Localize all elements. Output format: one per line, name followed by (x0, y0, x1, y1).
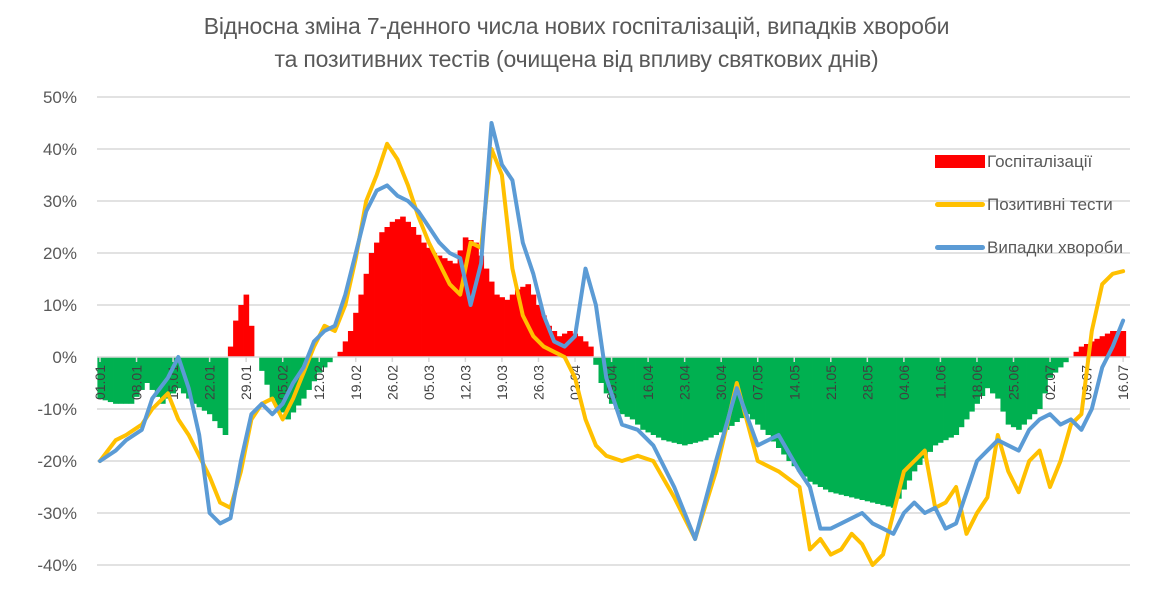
y-tick-label: 50% (43, 88, 77, 107)
series-lines (98, 121, 1126, 567)
y-tick-label: 40% (43, 140, 77, 159)
x-tick-label: 02.07 (1042, 365, 1058, 400)
y-tick-label: 30% (43, 192, 77, 211)
x-tick-label: 25.06 (1006, 365, 1022, 400)
cases-line (98, 121, 1126, 541)
legend-label: Позитивні тести (987, 194, 1113, 214)
yellow-line-swatch-icon (935, 202, 985, 207)
chart-title-line-2: та позитивних тестів (очищена від впливу… (274, 46, 879, 72)
x-tick-label: 29.01 (238, 365, 254, 400)
x-tick-label: 23.04 (677, 365, 693, 400)
y-tick-label: -30% (37, 504, 77, 523)
x-tick-label: 05.03 (421, 365, 437, 400)
x-tick-label: 01.01 (92, 365, 108, 400)
x-tick-label: 07.05 (750, 365, 766, 400)
x-tick-label: 26.02 (384, 365, 400, 400)
x-tick-label: 19.03 (494, 365, 510, 400)
x-tick-label: 14.05 (786, 365, 802, 400)
x-tick-label: 22.01 (202, 365, 218, 400)
x-tick-label: 11.06 (932, 365, 948, 399)
legend-label: Госпіталізації (987, 151, 1093, 171)
x-tick-label: 26.03 (530, 365, 546, 400)
x-tick-label: 19.02 (348, 365, 364, 400)
chart-title-line-1: Відносна зміна 7-денного числа нових гос… (203, 13, 950, 39)
legend-label: Випадки хвороби (987, 237, 1124, 257)
red-bar-swatch-icon (935, 155, 985, 168)
x-axis: 01.01 08.01 15.01 22.01 29.01 05.02 12.02 19.02… (92, 356, 1131, 400)
x-tick-label: 18.06 (969, 365, 985, 400)
y-tick-label: 20% (43, 244, 77, 263)
x-tick-label: 12.02 (311, 365, 327, 400)
y-tick-label: -40% (37, 556, 77, 575)
x-tick-label: 16.07 (1115, 365, 1131, 400)
x-tick-label: 08.01 (129, 365, 145, 400)
y-tick-label: -10% (37, 400, 77, 419)
y-tick-label: -20% (37, 452, 77, 471)
x-tick-label: 05.02 (275, 365, 291, 400)
legend-item-positive-tests: Позитивні тести (935, 183, 1123, 226)
legend: Госпіталізації Позитивні тести Випадки х… (935, 140, 1123, 269)
x-tick-label: 16.04 (640, 365, 656, 400)
x-tick-label: 12.03 (457, 365, 473, 400)
y-axis-labels: 50% 40% 30% 20% 10% 0% -10% -20% -30% -40% (37, 88, 77, 575)
legend-item-hospitalizations: Госпіталізації (935, 140, 1123, 183)
x-tick-label: 04.06 (896, 365, 912, 400)
chart-title: Відносна зміна 7-денного числа нових гос… (0, 10, 1153, 76)
blue-line-swatch-icon (935, 245, 985, 250)
y-tick-label: 10% (43, 296, 77, 315)
y-tick-label: 0% (52, 348, 77, 367)
legend-item-cases: Випадки хвороби (935, 226, 1123, 269)
x-tick-label: 30.04 (713, 365, 729, 400)
x-tick-label: 21.05 (823, 365, 839, 400)
x-tick-label: 28.05 (859, 365, 875, 400)
positive-tests-line (98, 141, 1126, 567)
